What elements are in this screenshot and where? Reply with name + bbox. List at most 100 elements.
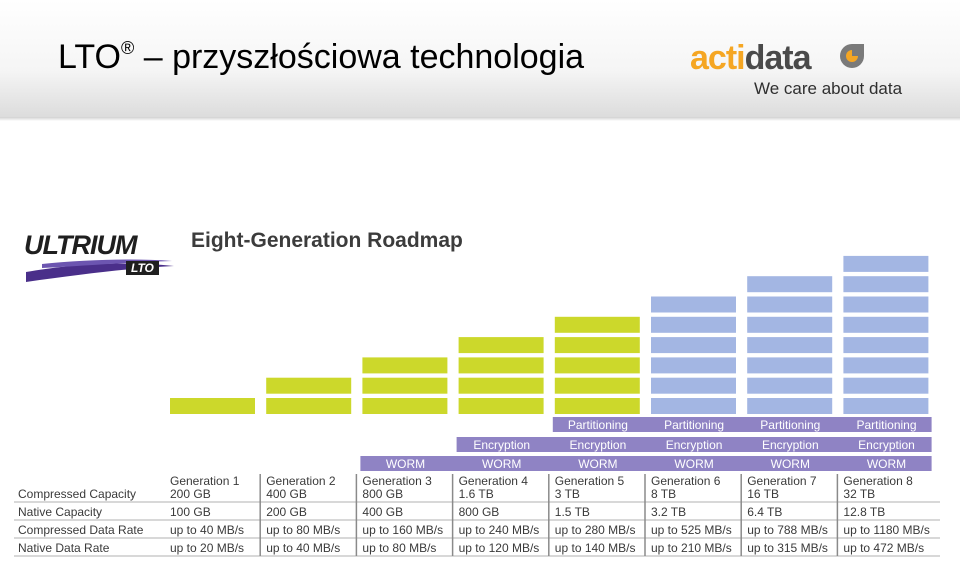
cell-gen4-compressed_rate: up to 240 MB/s (459, 523, 540, 537)
capacity-block-gen6-2 (651, 377, 736, 394)
cell-gen8-compressed_rate: up to 1180 MB/s (843, 523, 930, 537)
generation-header-3: Generation 3 (362, 474, 432, 488)
capacity-block-gen7-3 (747, 357, 833, 374)
capacity-block-gen4-2 (458, 377, 544, 394)
capacity-block-gen8-8 (843, 255, 929, 272)
feature-label-encryption-gen7: Encryption (762, 438, 819, 452)
capacity-block-gen7-1 (747, 398, 833, 414)
actidata-logo: actidata We care about data (690, 38, 920, 102)
roadmap-title: Eight-Generation Roadmap (191, 229, 463, 252)
logo-mark-icon (840, 44, 864, 68)
capacity-block-gen5-1 (554, 398, 640, 414)
capacity-block-gen3-1 (362, 398, 448, 414)
row-label-1: Native Capacity (18, 505, 102, 519)
generation-header-8: Generation 8 (843, 474, 913, 488)
cell-gen1-compressed_capacity: 200 GB (170, 487, 211, 501)
feature-band-partitioning (552, 417, 932, 432)
capacity-block-gen5-2 (554, 377, 640, 394)
feature-label-worm-gen3: WORM (386, 457, 425, 471)
capacity-block-gen8-2 (843, 377, 929, 394)
header-shadow (0, 117, 960, 121)
capacity-block-gen4-4 (458, 337, 544, 354)
capacity-block-gen7-4 (747, 337, 833, 354)
cell-gen2-native_rate: up to 40 MB/s (266, 541, 340, 555)
capacity-block-gen2-1 (266, 398, 352, 414)
row-label-3: Native Data Rate (18, 541, 110, 555)
capacity-block-gen3-3 (362, 357, 448, 374)
feature-label-partitioning-gen5: Partitioning (568, 418, 628, 432)
cell-gen6-native_rate: up to 210 MB/s (651, 541, 732, 555)
feature-label-encryption-gen8: Encryption (858, 438, 915, 452)
capacity-block-gen3-2 (362, 377, 448, 394)
feature-label-partitioning-gen6: Partitioning (664, 418, 724, 432)
capacity-block-gen6-3 (651, 357, 736, 374)
capacity-block-gen7-6 (747, 296, 833, 313)
slide-title: LTO® – przyszłościowa technologia (58, 38, 584, 77)
cell-gen4-native_rate: up to 120 MB/s (459, 541, 540, 555)
cell-gen7-native_capacity: 6.4 TB (747, 505, 782, 519)
feature-label-encryption-gen6: Encryption (666, 438, 723, 452)
cell-gen6-compressed_capacity: 8 TB (651, 487, 676, 501)
registered-mark: ® (121, 38, 135, 58)
logo-word-a: acti (690, 39, 746, 77)
cell-gen7-native_rate: up to 315 MB/s (747, 541, 828, 555)
cell-gen2-compressed_capacity: 400 GB (266, 487, 307, 501)
cell-gen5-native_capacity: 1.5 TB (555, 505, 590, 519)
slide-header: LTO® – przyszłościowa technologia actida… (0, 0, 960, 118)
capacity-block-gen6-5 (651, 316, 736, 333)
cell-gen6-native_capacity: 3.2 TB (651, 505, 686, 519)
row-label-0: Compressed Capacity (18, 487, 136, 501)
cell-gen8-compressed_capacity: 32 TB (843, 487, 875, 501)
generation-header-6: Generation 6 (651, 474, 721, 488)
feature-label-partitioning-gen7: Partitioning (760, 418, 820, 432)
capacity-block-gen6-1 (651, 398, 736, 414)
generation-header-4: Generation 4 (459, 474, 529, 488)
cell-gen4-compressed_capacity: 1.6 TB (459, 487, 494, 501)
lto-badge: LTO (126, 261, 159, 275)
capacity-block-gen6-4 (651, 337, 736, 354)
generation-header-7: Generation 7 (747, 474, 817, 488)
logo-word-b: data (744, 39, 812, 77)
capacity-block-gen2-2 (266, 377, 352, 394)
cell-gen1-compressed_rate: up to 40 MB/s (170, 523, 244, 537)
capacity-block-gen8-3 (843, 357, 929, 374)
feature-label-worm-gen4: WORM (482, 457, 521, 471)
cell-gen6-compressed_rate: up to 525 MB/s (651, 523, 732, 537)
capacity-block-gen7-7 (747, 276, 833, 293)
capacity-block-gen8-5 (843, 316, 929, 333)
capacity-block-gen6-6 (651, 296, 736, 313)
ultrium-logo: ULTRIUM LTO (22, 230, 182, 286)
feature-band-worm (360, 456, 932, 471)
capacity-block-gen4-1 (458, 398, 544, 414)
capacity-block-gen8-4 (843, 337, 929, 354)
title-lto: LTO (58, 38, 121, 76)
feature-label-encryption-gen4: Encryption (473, 438, 530, 452)
feature-label-partitioning-gen8: Partitioning (856, 418, 916, 432)
capacity-block-gen7-2 (747, 377, 833, 394)
cell-gen4-native_capacity: 800 GB (459, 505, 500, 519)
cell-gen3-compressed_rate: up to 160 MB/s (362, 523, 443, 537)
cell-gen8-native_capacity: 12.8 TB (843, 505, 885, 519)
title-rest: – przyszłościowa technologia (134, 38, 585, 76)
cell-gen3-compressed_capacity: 800 GB (362, 487, 403, 501)
feature-label-worm-gen5: WORM (578, 457, 617, 471)
capacity-block-gen5-5 (554, 316, 640, 333)
row-label-2: Compressed Data Rate (18, 523, 144, 537)
cell-gen5-compressed_rate: up to 280 MB/s (555, 523, 636, 537)
cell-gen2-native_capacity: 200 GB (266, 505, 307, 519)
cell-gen5-native_rate: up to 140 MB/s (555, 541, 636, 555)
feature-band-encryption (456, 437, 932, 452)
feature-label-worm-gen7: WORM (771, 457, 810, 471)
ultrium-text: ULTRIUM (24, 230, 137, 260)
capacity-block-gen7-5 (747, 316, 833, 333)
capacity-block-gen5-4 (554, 337, 640, 354)
cell-gen5-compressed_capacity: 3 TB (555, 487, 580, 501)
capacity-block-gen8-6 (843, 296, 929, 313)
logo-tagline: We care about data (754, 79, 903, 98)
capacity-block-gen1-1 (170, 398, 255, 414)
capacity-block-gen4-3 (458, 357, 544, 374)
cell-gen1-native_rate: up to 20 MB/s (170, 541, 244, 555)
cell-gen1-native_capacity: 100 GB (170, 505, 211, 519)
generation-header-2: Generation 2 (266, 474, 336, 488)
